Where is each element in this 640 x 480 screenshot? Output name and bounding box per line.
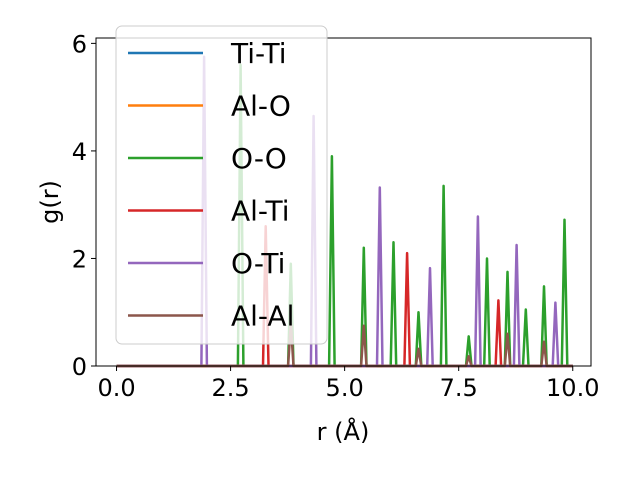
x-tick-label: 7.5 [440,374,478,402]
legend: Ti-Ti Al-O O-O Al-Ti O-Ti Al-Al [115,25,328,345]
x-tick-label: 2.5 [211,374,249,402]
legend-label: Ti-Ti [230,37,287,70]
x-axis-label: r (Å) [317,417,370,446]
legend-box [115,25,328,345]
legend-label: Al-Ti [231,195,290,228]
x-axis: 0.0 2.5 5.0 7.5 10.0 [97,366,599,402]
y-tick-label: 0 [72,353,87,381]
legend-label: O-Ti [231,247,285,280]
y-tick-label: 4 [72,138,87,166]
legend-label: O-O [231,142,287,175]
y-tick-label: 2 [72,245,87,273]
legend-label: Al-Al [231,300,294,333]
x-tick-label: 5.0 [326,374,364,402]
y-axis-label: g(r) [36,180,64,224]
x-tick-label: 10.0 [546,374,599,402]
y-tick-label: 6 [72,30,87,58]
axes-frame [95,37,592,367]
x-tick-label: 0.0 [97,374,135,402]
y-axis: 0 2 4 6 [72,30,96,381]
legend-label: Al-O [231,90,291,123]
